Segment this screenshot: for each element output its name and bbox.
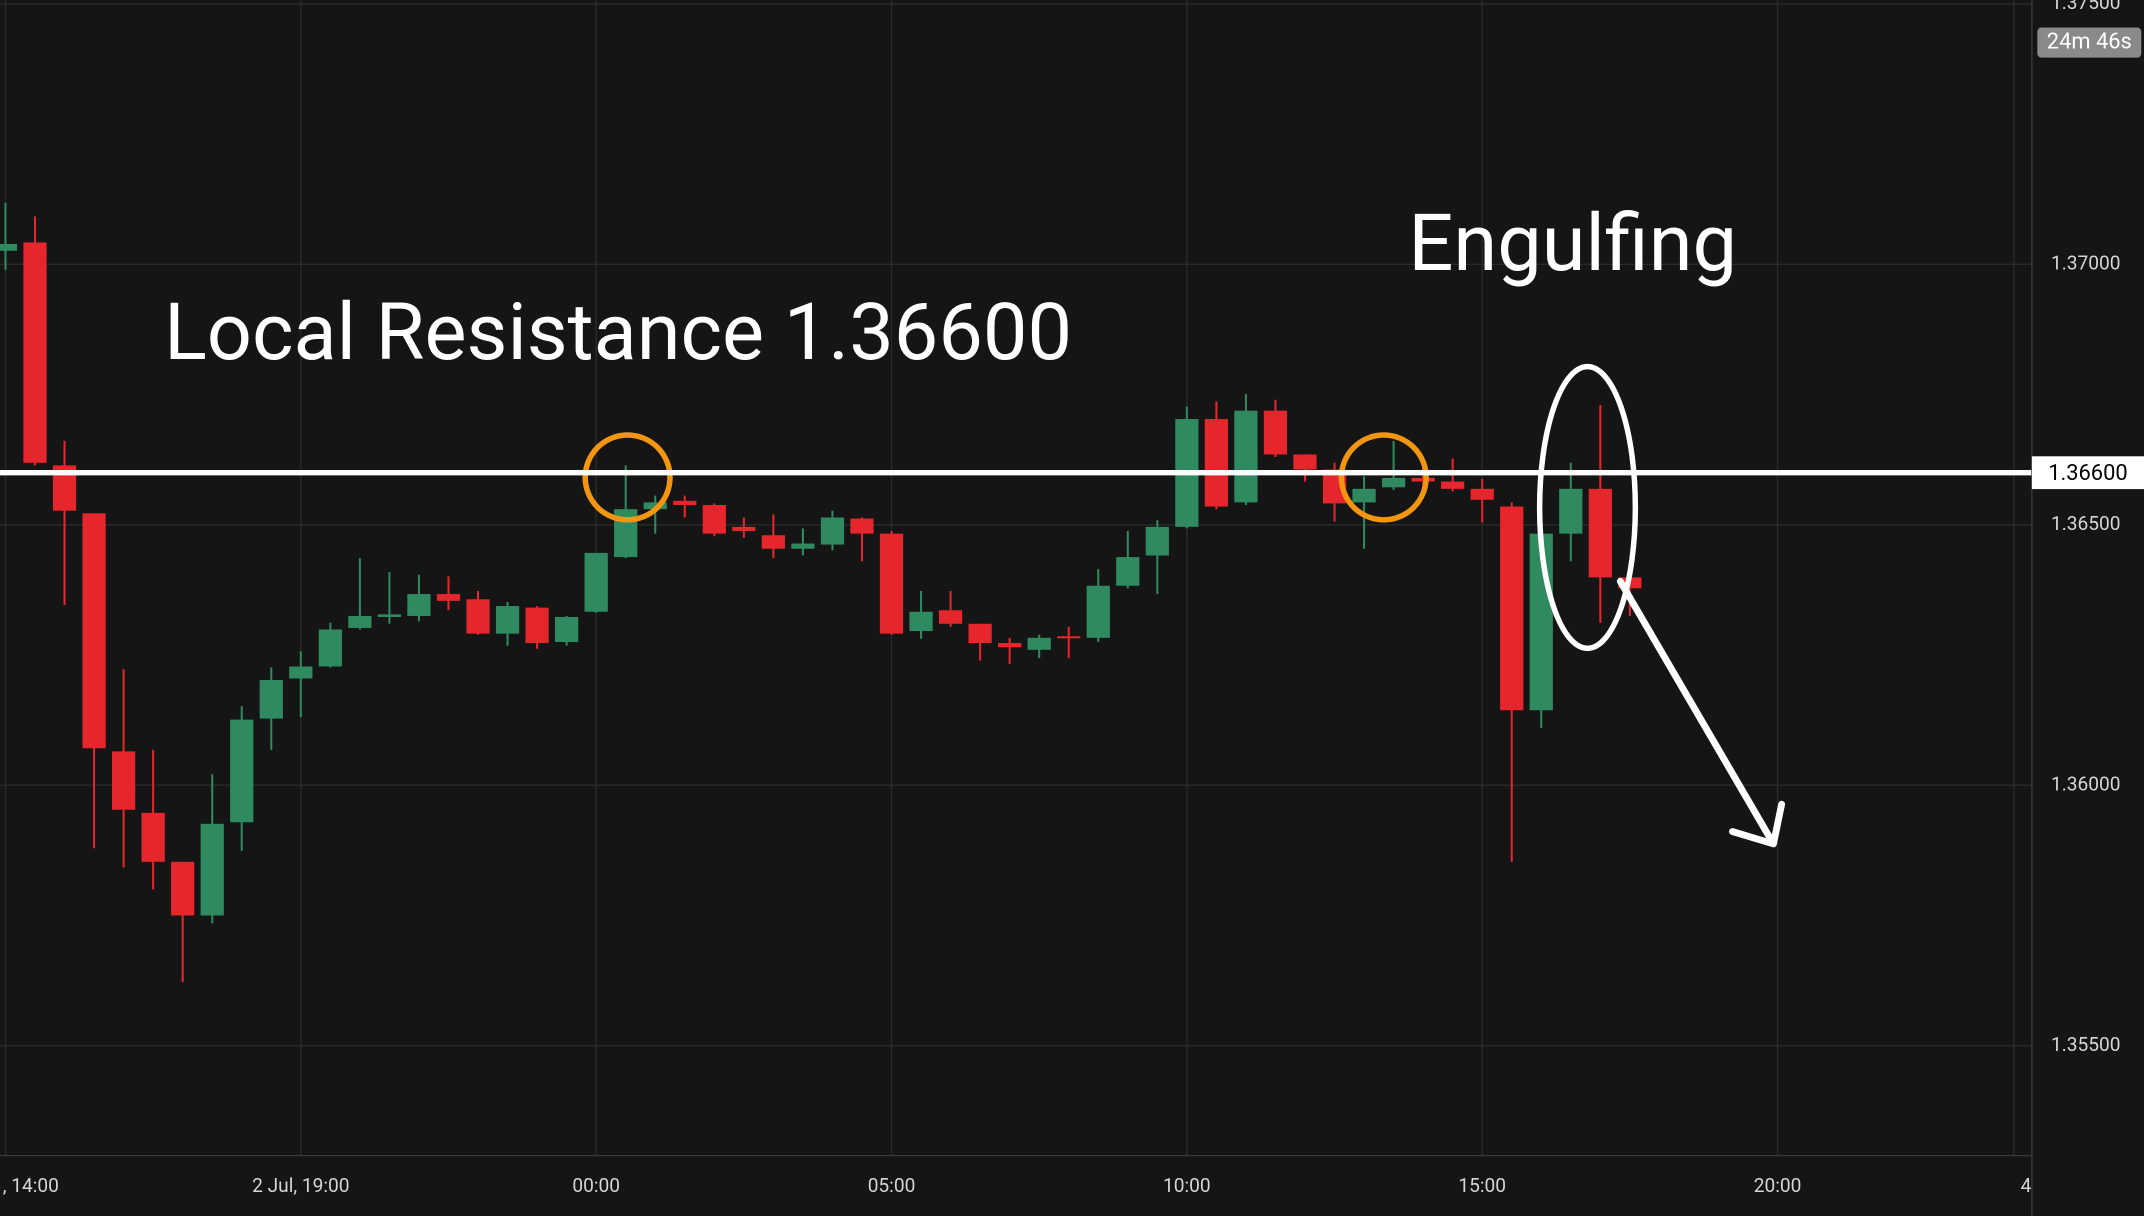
annotation: Engulfing [1408, 197, 1737, 290]
candle-body [1411, 477, 1435, 482]
highlight-circle [1338, 432, 1429, 523]
y-tick-label: 1.37000 [2051, 251, 2121, 274]
candle-body [1086, 585, 1110, 638]
x-tick-label: , 14:00 [3, 1174, 59, 1197]
x-tick-label: 20:00 [1754, 1174, 1802, 1197]
candle-body [1293, 454, 1317, 470]
candle-body [171, 861, 195, 916]
candle-body [1352, 488, 1376, 503]
axes: 1.35500 1.36000 1.36500 1.37000 1.37500 , 14:… [3, 0, 2121, 1197]
candle-body [850, 518, 874, 534]
overlay: Local Resistance 1.36600 Engulfing [0, 197, 2032, 848]
price-label-box [2031, 456, 2144, 490]
candle-body [1204, 419, 1229, 507]
candle-body [407, 594, 431, 616]
candle-body [495, 606, 520, 634]
candle-body [259, 680, 283, 719]
y-tick-label: 1.36000 [2051, 772, 2121, 795]
candle-body [673, 500, 697, 505]
candle-body [230, 719, 254, 823]
highlight-ellipse [1536, 363, 1639, 652]
candle-body [998, 643, 1022, 648]
candle-body [791, 543, 815, 549]
candle-body [732, 526, 756, 532]
candle-body [111, 751, 136, 810]
candle-body [820, 517, 845, 545]
arrow [1616, 577, 1786, 848]
candle-body [466, 599, 490, 634]
x-tick-label: 2 Jul, 19:00 [252, 1174, 349, 1197]
candle-body [702, 504, 726, 534]
candle-body [436, 594, 461, 601]
y-tick-label: 1.36500 [2051, 512, 2121, 535]
candle-body [1559, 488, 1583, 534]
x-tick-label: 05:00 [868, 1174, 916, 1197]
candles [0, 202, 1642, 983]
candle-body [1027, 637, 1051, 650]
candle-body [1470, 488, 1494, 500]
candle-body [643, 502, 667, 510]
candle-body [968, 623, 992, 644]
candle-body [1145, 526, 1169, 556]
candle-body [0, 244, 18, 251]
candle-body [1441, 481, 1465, 489]
candle-body [289, 666, 313, 679]
candle-body [761, 535, 785, 549]
countdown: 24m 46s [2047, 29, 2132, 54]
candle-body [1500, 506, 1524, 711]
highlight-circle [582, 432, 673, 523]
candle-body [909, 611, 933, 632]
candle-body [1234, 410, 1258, 503]
candle-body [525, 607, 549, 644]
candle-body [141, 812, 165, 862]
candle-body [938, 610, 963, 624]
candle-body [348, 615, 372, 628]
countdown-box [2037, 27, 2142, 58]
candle-body [1381, 477, 1406, 488]
x-tick-label: 15:00 [1458, 1174, 1506, 1197]
candle-body [377, 614, 402, 617]
y-tick-label: 1.37500 [2051, 0, 2121, 14]
candle-body [200, 823, 224, 916]
x-tick-label: 00:00 [572, 1174, 620, 1197]
grid [0, 0, 2032, 1156]
y-tick-label: 1.35500 [2051, 1033, 2121, 1056]
candle-body [1263, 410, 1288, 455]
x-tick-label: 4 [2021, 1174, 2032, 1197]
candle-body [318, 629, 342, 667]
candle-body [23, 242, 47, 463]
annotation: Local Resistance 1.36600 [164, 286, 1072, 379]
price-label: 1.36600 [2048, 461, 2127, 486]
candle-body [1116, 557, 1140, 586]
candle-body [1588, 488, 1612, 578]
candle-body [584, 552, 608, 612]
candle-body [555, 616, 579, 642]
x-tick-label: 10:00 [1163, 1174, 1211, 1197]
candle-body [52, 465, 77, 511]
candle-body [879, 533, 904, 634]
candle-body [1057, 636, 1081, 639]
candle-body [82, 513, 106, 749]
